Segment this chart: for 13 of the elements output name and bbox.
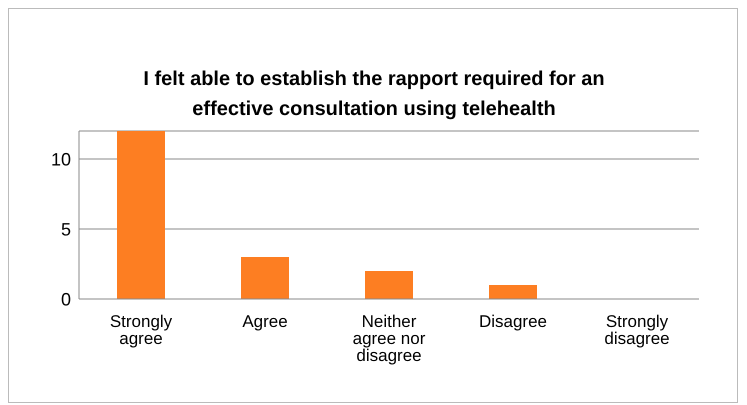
bar	[489, 285, 537, 299]
bar	[365, 271, 413, 299]
y-tick-label: 0	[60, 289, 71, 310]
x-tick-label: Strongly agree	[110, 312, 173, 348]
bar	[241, 257, 289, 299]
bar	[117, 131, 165, 299]
x-tick-label: Agree	[242, 312, 288, 332]
y-tick-label: 5	[60, 219, 71, 240]
y-tick-label: 10	[50, 149, 71, 170]
chart-title: I felt able to establish the rapport required for an effective consultation using telehealth	[142, 67, 606, 122]
x-tick-label: Strongly disagree	[604, 312, 670, 348]
x-tick-label: Neither agree nor disagree	[352, 312, 426, 366]
x-tick-label: Disagree	[478, 312, 548, 332]
